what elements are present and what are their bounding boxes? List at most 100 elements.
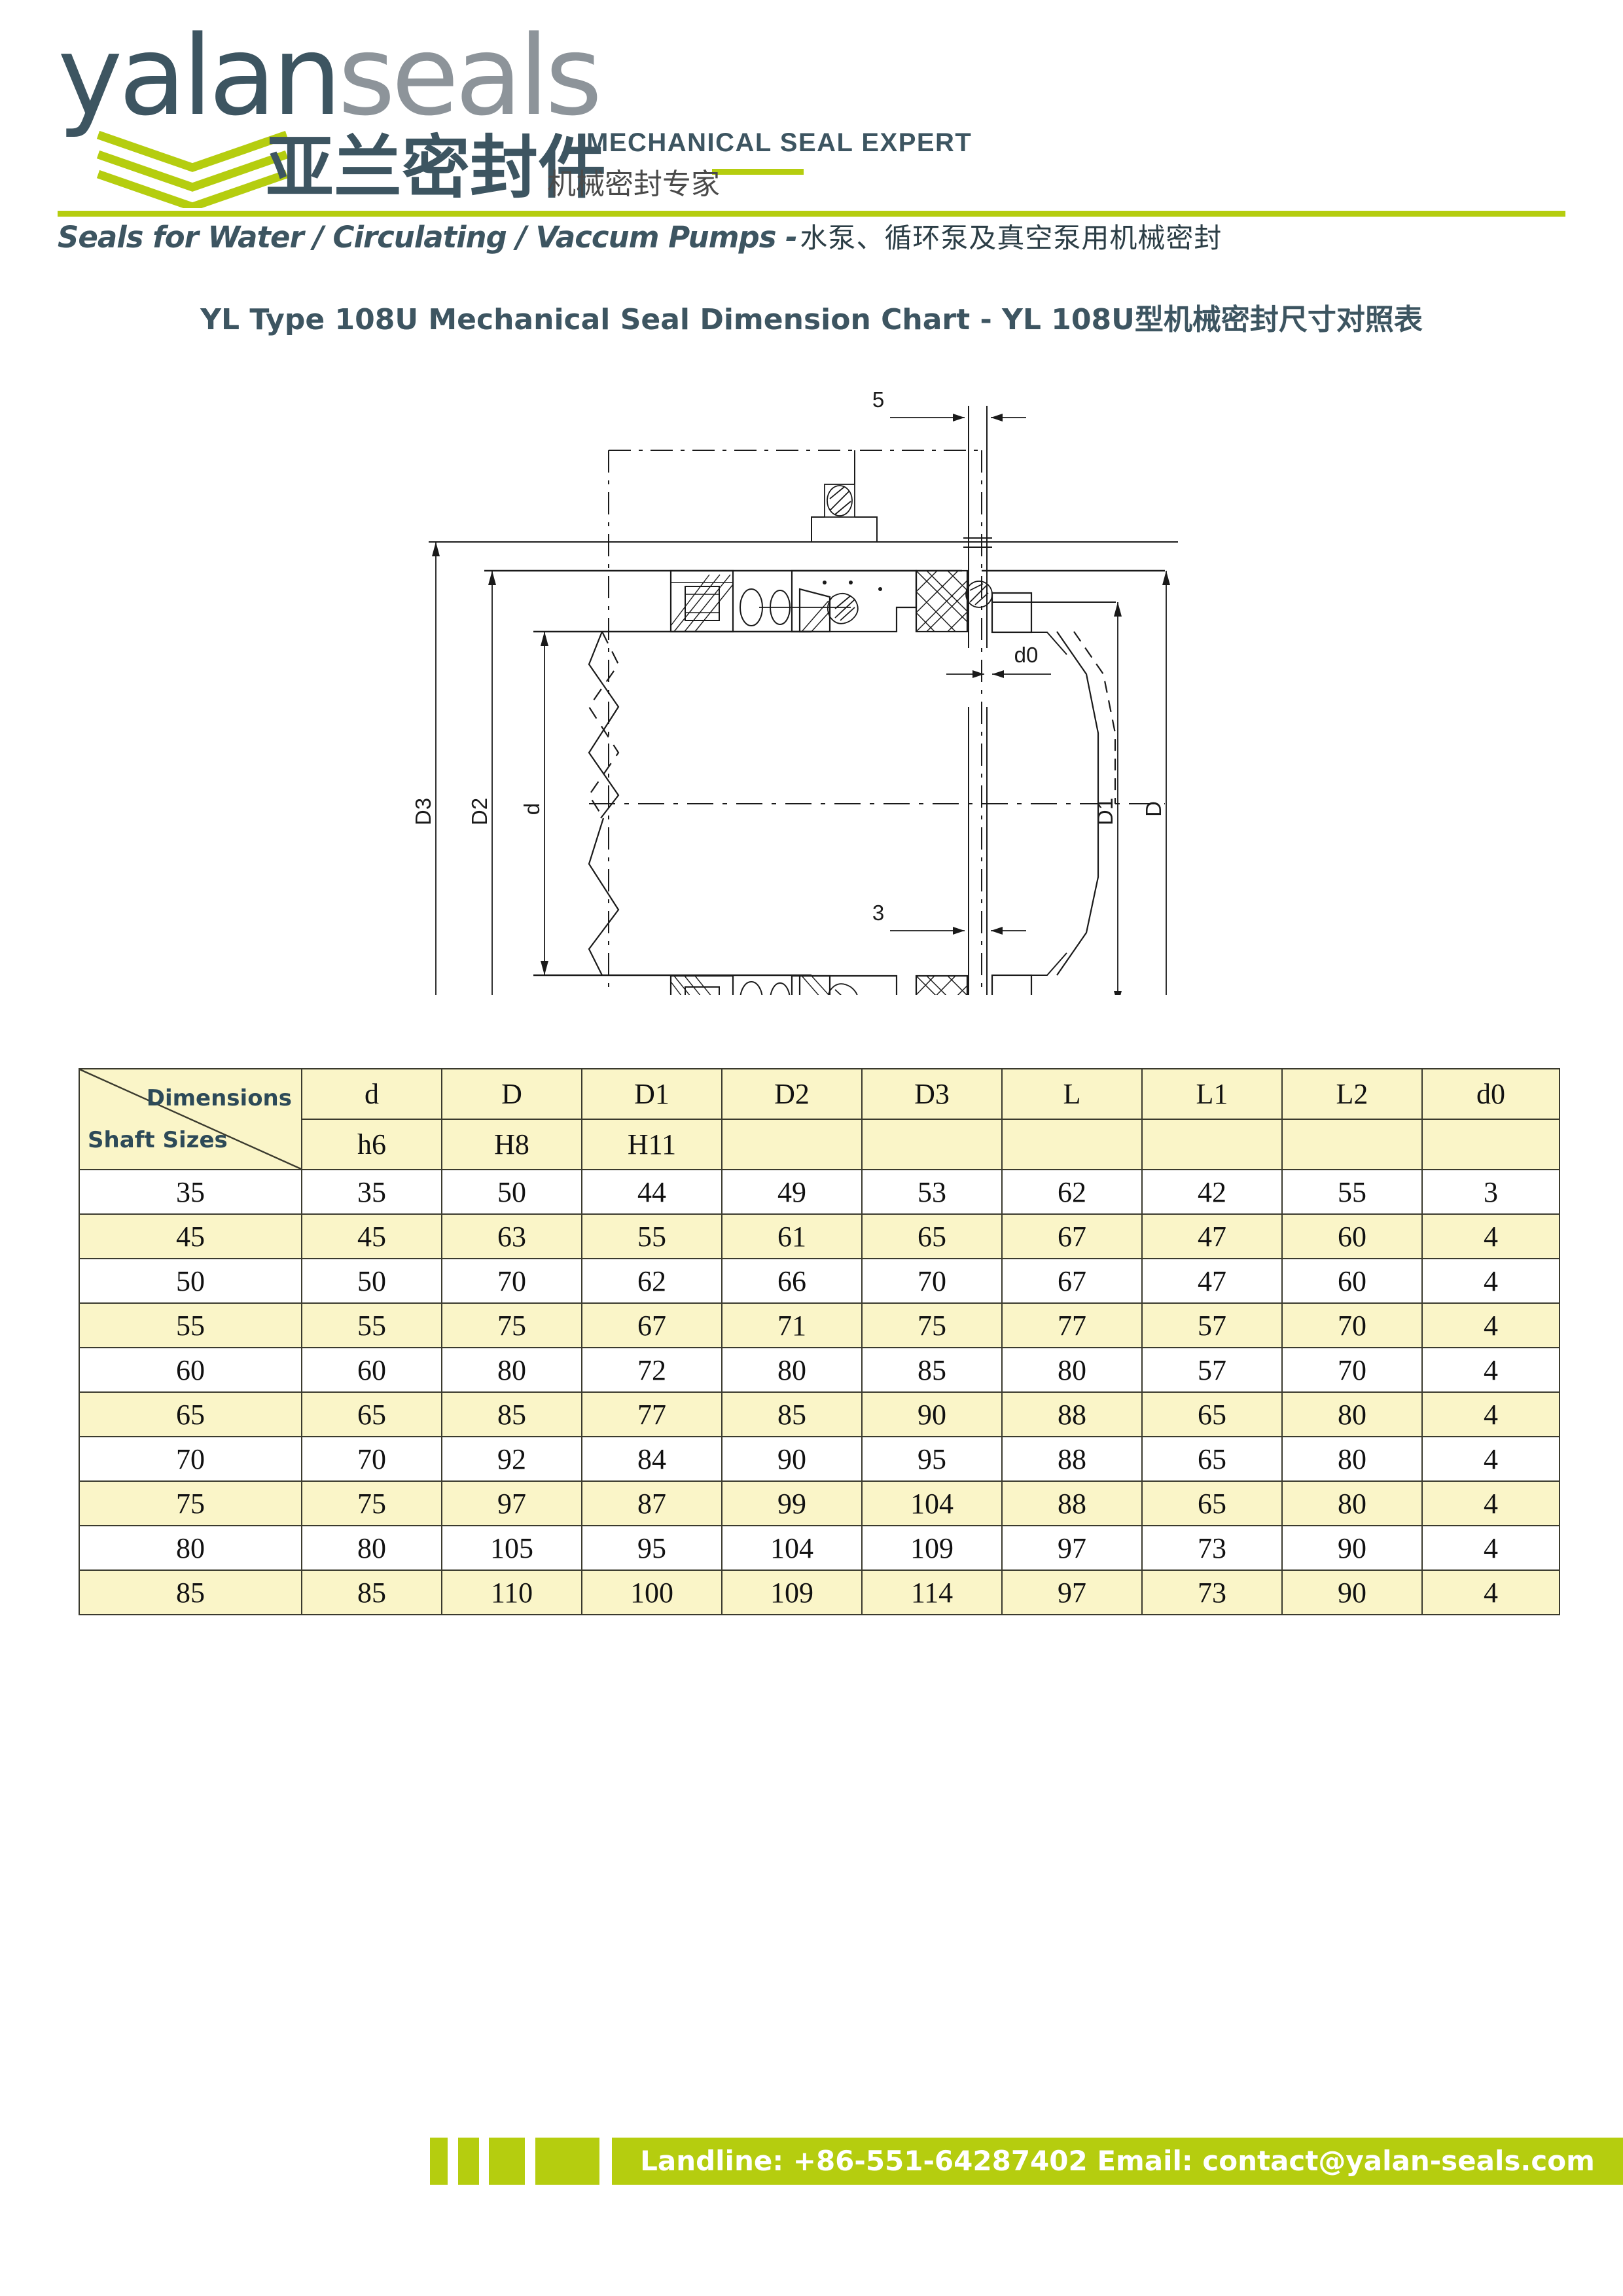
cell-L1: 47 (1141, 1213, 1283, 1259)
tolerance-D1: H11 (581, 1119, 722, 1170)
cell-L2: 90 (1281, 1525, 1423, 1571)
cell-shaft-size: 80 (79, 1525, 302, 1571)
cell-d0: 4 (1421, 1525, 1560, 1571)
table-row: 45 45 63 55 61 65 67 47 60 4 (79, 1213, 1560, 1259)
cell-D1: 77 (581, 1391, 722, 1437)
table-row: 80 80 105 95 104 109 97 73 90 4 (79, 1525, 1560, 1571)
cell-L: 97 (1001, 1570, 1143, 1615)
col-header-D1: D1 (581, 1068, 722, 1120)
table-header-row-2: h6 H8 H11 (79, 1119, 1560, 1170)
footer-accent-bar-3 (489, 2138, 525, 2185)
logo-chinese-name: 亚兰密封件 (266, 128, 607, 207)
cell-D3: 95 (861, 1436, 1003, 1482)
table-row: 70 70 92 84 90 95 88 65 80 4 (79, 1436, 1560, 1482)
cell-d0: 4 (1421, 1570, 1560, 1615)
cell-d: 75 (301, 1480, 442, 1526)
table-row: 60 60 80 72 80 85 80 57 70 4 (79, 1347, 1560, 1393)
cell-L2: 80 (1281, 1480, 1423, 1526)
cell-d: 60 (301, 1347, 442, 1393)
cell-L: 88 (1001, 1391, 1143, 1437)
table-header-row-1: Dimensions Shaft Sizes d D D1 D2 D3 L L1… (79, 1068, 1560, 1170)
table-corner-cell: Dimensions Shaft Sizes (79, 1068, 302, 1170)
cell-L1: 65 (1141, 1391, 1283, 1437)
page-header: yalanseals 亚兰密封件 MECHANICAL SEAL EXPERT … (0, 0, 1623, 262)
cell-D: 85 (441, 1391, 582, 1437)
table-row: 75 75 97 87 99 104 88 65 80 4 (79, 1480, 1560, 1526)
cell-D3: 75 (861, 1302, 1003, 1348)
cell-d0: 4 (1421, 1258, 1560, 1304)
footer-accent-bar-4 (535, 2138, 599, 2185)
cell-d: 35 (301, 1169, 442, 1215)
cell-D1: 55 (581, 1213, 722, 1259)
cell-D2: 80 (721, 1347, 863, 1393)
cell-d0: 4 (1421, 1436, 1560, 1482)
cell-D2: 90 (721, 1436, 863, 1482)
cell-d: 85 (301, 1570, 442, 1615)
cell-d0: 4 (1421, 1480, 1560, 1526)
cell-D2: 71 (721, 1302, 863, 1348)
page-footer: Landline: +86-551-64287402 Email: contac… (0, 2127, 1623, 2199)
cell-d0: 4 (1421, 1213, 1560, 1259)
cell-D3: 85 (861, 1347, 1003, 1393)
cell-shaft-size: 60 (79, 1347, 302, 1393)
tolerance-L1 (1141, 1119, 1283, 1170)
footer-accent-bar-1 (430, 2138, 448, 2185)
cell-L: 80 (1001, 1347, 1143, 1393)
cell-d0: 3 (1421, 1169, 1560, 1215)
cell-D3: 114 (861, 1570, 1003, 1615)
col-header-d0: d0 (1421, 1068, 1560, 1120)
tolerance-D2 (721, 1119, 863, 1170)
footer-accent-bar-2 (458, 2138, 479, 2185)
cell-L2: 60 (1281, 1258, 1423, 1304)
dim-label-d: d (520, 803, 544, 815)
header-divider-rule (58, 211, 1565, 217)
cell-D: 63 (441, 1213, 582, 1259)
col-header-D2: D2 (721, 1068, 863, 1120)
cell-L: 62 (1001, 1169, 1143, 1215)
tagline-chinese: 水泵、循环泵及真空泵用机械密封 (800, 222, 1222, 254)
cell-D2: 61 (721, 1213, 863, 1259)
tolerance-L2 (1281, 1119, 1423, 1170)
logo-word-yalan: yalan (58, 12, 342, 140)
chevron-icon (96, 131, 292, 208)
col-header-L: L (1001, 1068, 1143, 1120)
corner-label-shaft-sizes: Shaft Sizes (88, 1127, 228, 1153)
table-row: 55 55 75 67 71 75 77 57 70 4 (79, 1302, 1560, 1348)
cell-L2: 90 (1281, 1570, 1423, 1615)
cell-L2: 70 (1281, 1347, 1423, 1393)
cell-D3: 109 (861, 1525, 1003, 1571)
cell-L2: 55 (1281, 1169, 1423, 1215)
footer-contact-bar (612, 2138, 1623, 2185)
cell-L1: 73 (1141, 1570, 1283, 1615)
cell-L1: 47 (1141, 1258, 1283, 1304)
cell-D3: 53 (861, 1169, 1003, 1215)
cell-D1: 87 (581, 1480, 722, 1526)
logo-tagline-english: MECHANICAL SEAL EXPERT (586, 128, 972, 157)
cell-L2: 80 (1281, 1436, 1423, 1482)
cell-D1: 62 (581, 1258, 722, 1304)
dim-label-3: 3 (872, 901, 884, 925)
cell-L2: 70 (1281, 1302, 1423, 1348)
cell-shaft-size: 70 (79, 1436, 302, 1482)
cell-D2: 49 (721, 1169, 863, 1215)
cell-D: 97 (441, 1480, 582, 1526)
dim-label-d0: d0 (1014, 643, 1039, 667)
cell-D3: 70 (861, 1258, 1003, 1304)
cell-L2: 60 (1281, 1213, 1423, 1259)
tagline-english: Seals for Water / Circulating / Vaccum P… (58, 220, 798, 255)
logo-wordmark: yalanseals (58, 21, 603, 131)
col-header-L2: L2 (1281, 1068, 1423, 1120)
cell-d: 50 (301, 1258, 442, 1304)
cell-D2: 99 (721, 1480, 863, 1526)
cell-L: 88 (1001, 1436, 1143, 1482)
cell-D1: 95 (581, 1525, 722, 1571)
cell-L: 67 (1001, 1258, 1143, 1304)
cell-D1: 84 (581, 1436, 722, 1482)
cell-d: 55 (301, 1302, 442, 1348)
cell-D1: 44 (581, 1169, 722, 1215)
table-row: 50 50 70 62 66 70 67 47 60 4 (79, 1258, 1560, 1304)
company-logo: yalanseals 亚兰密封件 MECHANICAL SEAL EXPERT … (58, 14, 971, 208)
header-tagline: Seals for Water / Circulating / Vaccum P… (58, 216, 1222, 255)
cell-D3: 65 (861, 1213, 1003, 1259)
cell-L1: 57 (1141, 1302, 1283, 1348)
